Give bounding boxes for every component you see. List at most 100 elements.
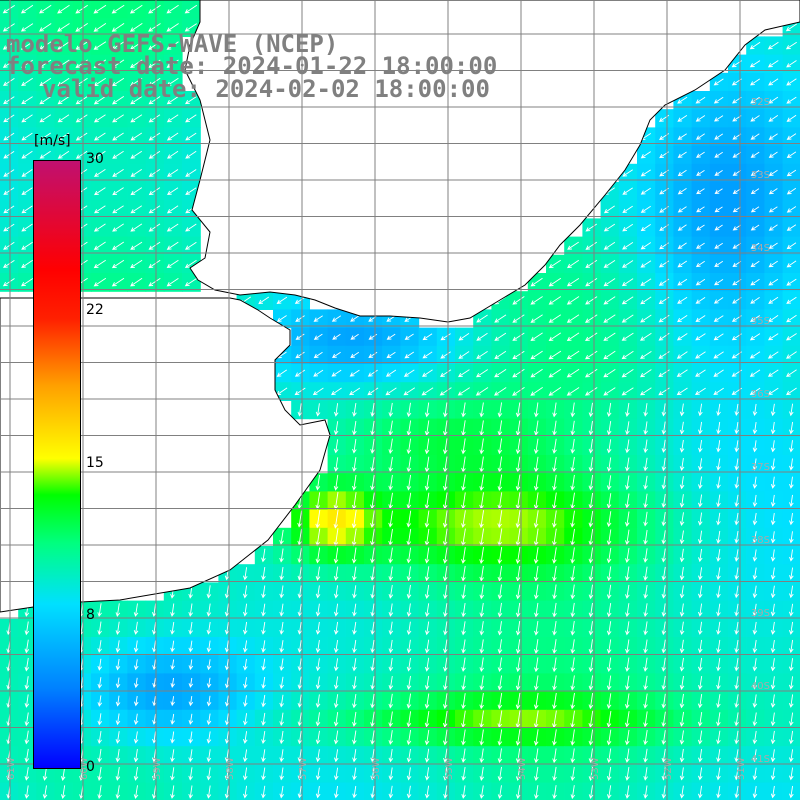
wind-arrow	[768, 260, 778, 268]
wind-arrow	[552, 402, 557, 418]
wind-arrow	[206, 749, 212, 763]
wind-arrow	[443, 621, 448, 636]
wind-arrow	[170, 767, 175, 781]
wind-arrow	[93, 41, 107, 50]
wind-arrow	[588, 639, 594, 654]
wind-arrow	[42, 785, 48, 799]
wind-arrow	[21, 223, 33, 232]
wind-arrow	[716, 621, 721, 635]
wind-arrow	[734, 749, 739, 763]
wind-arrow	[148, 278, 161, 287]
wind-arrow	[130, 114, 143, 123]
wind-arrow	[789, 458, 794, 471]
wind-arrow	[606, 766, 612, 781]
wind-arrow	[566, 368, 580, 378]
wind-arrow	[388, 585, 394, 599]
wind-arrow	[21, 114, 33, 123]
wind-arrow	[352, 785, 357, 799]
wind-arrow	[2, 41, 15, 50]
wind-arrow	[768, 78, 779, 86]
wind-arrow	[714, 206, 723, 213]
wind-arrow	[21, 278, 34, 287]
wind-arrow	[533, 692, 539, 710]
wind-arrow	[734, 567, 739, 581]
wind-arrow	[133, 621, 139, 635]
wind-arrow	[151, 785, 157, 800]
wind-arrow	[643, 585, 648, 599]
wind-arrow	[566, 332, 580, 342]
wind-arrow	[97, 658, 103, 671]
wind-arrow	[243, 677, 248, 689]
wind-arrow	[458, 351, 470, 359]
wind-arrow	[261, 767, 266, 781]
wind-arrow	[695, 297, 706, 304]
wind-arrow	[21, 77, 33, 87]
wind-arrow	[585, 259, 598, 269]
wind-arrow	[588, 602, 594, 618]
wind-arrow	[442, 474, 448, 491]
wind-arrow	[697, 476, 703, 490]
wind-arrow	[515, 621, 521, 636]
wind-arrow	[661, 785, 667, 799]
wind-arrow	[115, 677, 121, 689]
wind-arrow	[625, 457, 630, 472]
wind-arrow	[515, 547, 521, 565]
wind-arrow	[148, 132, 161, 141]
wind-arrow	[677, 133, 687, 140]
wind-arrow	[242, 621, 248, 635]
wind-arrow	[242, 567, 248, 581]
wind-arrow	[752, 403, 758, 417]
wind-arrow	[39, 59, 52, 68]
wind-arrow	[148, 223, 161, 232]
wind-arrow	[242, 731, 248, 744]
wind-arrow	[2, 278, 15, 287]
wind-arrow	[388, 711, 393, 728]
wind-arrow	[588, 785, 594, 800]
wind-arrow	[786, 387, 797, 396]
wind-arrow	[188, 603, 193, 617]
wind-arrow	[697, 512, 703, 526]
wind-arrow	[352, 694, 357, 709]
wind-arrow	[750, 242, 760, 249]
wind-arrow	[57, 59, 70, 68]
wind-arrow	[714, 242, 723, 249]
lon-label: 55W	[444, 757, 455, 780]
wind-arrow	[443, 584, 448, 600]
wind-arrow	[640, 151, 651, 159]
wind-arrow	[786, 278, 797, 286]
colorbar	[33, 160, 81, 769]
wind-arrow	[786, 96, 797, 104]
wind-arrow	[184, 4, 198, 14]
wind-arrow	[224, 731, 230, 744]
wind-arrow	[333, 457, 339, 472]
wind-arrow	[497, 474, 503, 492]
wind-arrow	[716, 403, 721, 417]
wind-arrow	[530, 314, 543, 323]
wind-arrow	[768, 315, 779, 323]
wind-arrow	[370, 658, 375, 672]
wind-arrow	[640, 369, 652, 378]
wind-arrow	[370, 603, 375, 617]
wind-arrow	[768, 115, 779, 122]
wind-arrow	[111, 277, 125, 287]
wind-arrow	[148, 4, 161, 14]
wind-arrow	[406, 603, 412, 617]
wind-arrow	[679, 621, 685, 636]
lat-label: 41S	[751, 754, 770, 765]
wind-arrow	[297, 749, 303, 763]
wind-arrow	[388, 621, 394, 636]
wind-arrow	[679, 657, 685, 672]
wind-arrow	[494, 369, 507, 378]
wind-arrow	[497, 402, 503, 418]
wind-arrow	[3, 241, 15, 250]
wind-arrow	[588, 566, 594, 582]
wind-arrow	[479, 785, 485, 799]
wind-arrow	[770, 494, 776, 508]
wind-arrow	[534, 748, 539, 764]
wind-arrow	[770, 749, 776, 763]
wind-arrow	[111, 41, 125, 50]
wind-arrow	[588, 675, 594, 691]
wind-arrow	[368, 351, 378, 359]
wind-arrow	[297, 621, 303, 635]
wind-arrow	[297, 785, 303, 799]
